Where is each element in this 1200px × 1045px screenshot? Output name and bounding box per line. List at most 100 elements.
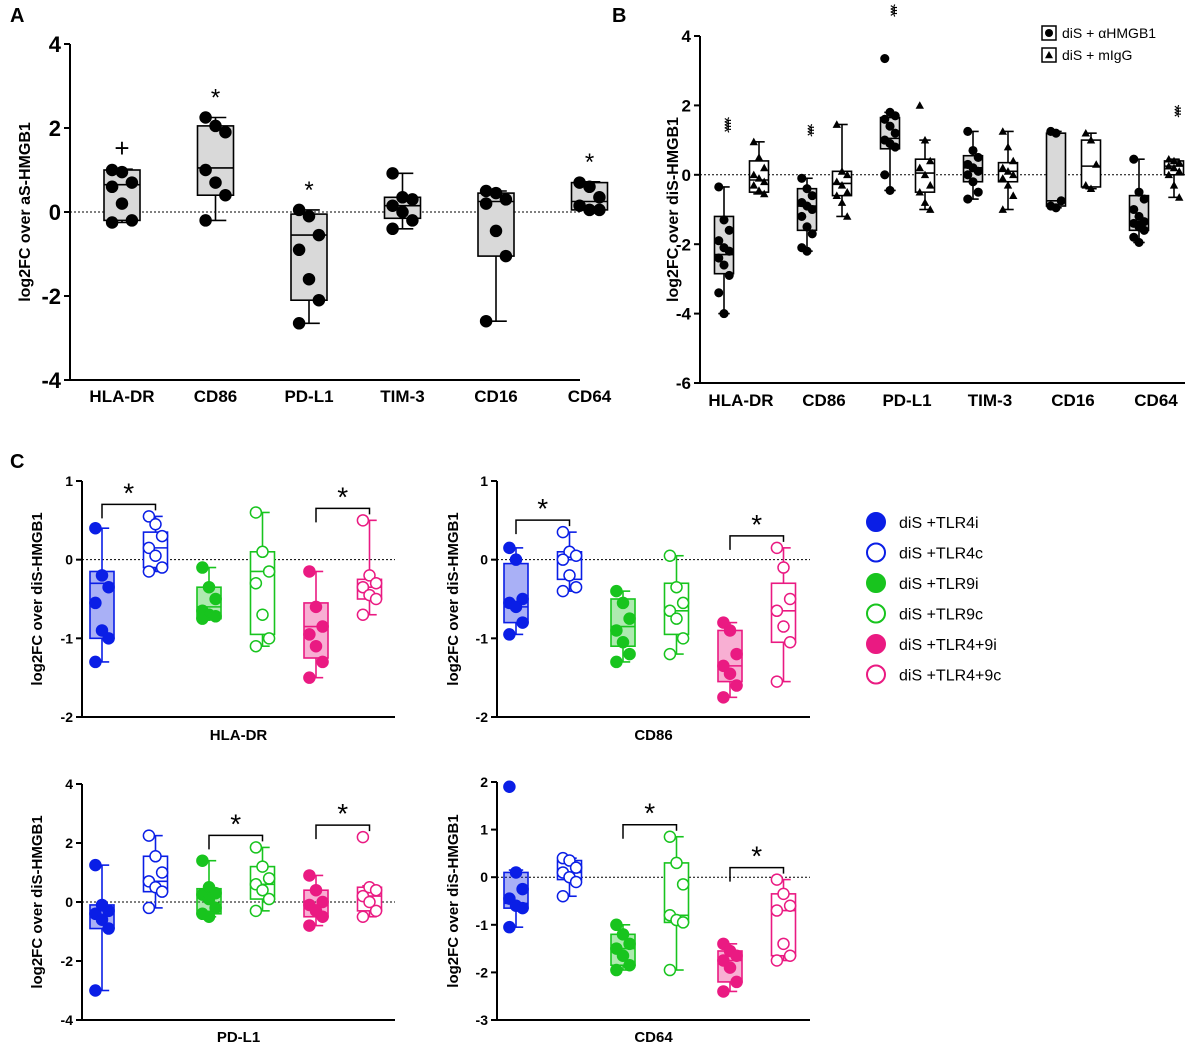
panel-5-point bbox=[303, 919, 316, 932]
panel-6-y-tick-label: 2 bbox=[480, 774, 488, 790]
panel-6-significance-bracket bbox=[729, 866, 785, 882]
panel-4-point bbox=[670, 612, 683, 625]
panel-6-point bbox=[503, 780, 516, 794]
panel-3-point bbox=[202, 580, 216, 594]
panel-4-box-group bbox=[610, 584, 636, 669]
panel-2-point bbox=[1129, 204, 1139, 215]
panel-2-point bbox=[719, 215, 729, 225]
panel-6-y-label: log2FC over diS-HMGB1 bbox=[445, 814, 462, 987]
panel-3-point bbox=[102, 580, 115, 594]
panel-b-legend: diS + αHMGB1 diS + mIgG bbox=[1041, 25, 1156, 63]
legend-c-label: diS +TLR9c bbox=[899, 607, 983, 624]
panel-2-box-group bbox=[713, 182, 735, 319]
panel-6-point bbox=[777, 937, 790, 951]
panel-2-x-tick-label: PD-L1 bbox=[882, 391, 931, 410]
panel-3-point bbox=[309, 639, 323, 653]
legend-c-label: diS +TLR9i bbox=[899, 576, 979, 593]
panel-5-point bbox=[202, 892, 216, 906]
panel-3-point bbox=[249, 577, 263, 590]
panel-4-point bbox=[663, 647, 677, 661]
panel-2-point bbox=[998, 163, 1007, 172]
panel-3-point bbox=[155, 529, 169, 543]
panel-3-box-group bbox=[196, 561, 222, 625]
panel-6-point bbox=[770, 954, 784, 967]
panel-1-point bbox=[479, 314, 493, 328]
panel-3-point bbox=[95, 624, 109, 637]
panel-2-point bbox=[724, 225, 734, 235]
panel-1-point bbox=[583, 180, 596, 194]
panel-5-significance-bracket bbox=[208, 834, 264, 850]
panel-2-point bbox=[880, 114, 890, 124]
panel-3-point bbox=[89, 596, 102, 610]
panel-4-point bbox=[509, 600, 523, 614]
panel-2-point bbox=[749, 137, 758, 146]
panel-2-point bbox=[973, 152, 983, 162]
panel-1-point bbox=[302, 209, 316, 223]
panel-1-y-tick-label: 2 bbox=[49, 116, 61, 141]
panel-1-point bbox=[312, 293, 326, 307]
panel-2-point bbox=[1009, 191, 1018, 199]
panel-1-point bbox=[302, 272, 316, 286]
panel-1-annotation: + bbox=[114, 133, 129, 163]
panel-2-point bbox=[963, 126, 973, 136]
panel-2-point bbox=[885, 121, 895, 131]
panel-6-point bbox=[663, 963, 677, 977]
panel-3-point bbox=[209, 592, 222, 606]
panel-2-point bbox=[1164, 161, 1173, 170]
panel-6-y-tick-label: -3 bbox=[476, 1012, 489, 1028]
panel-2-x-tick-label: TIM-3 bbox=[968, 391, 1012, 410]
panel-2-point bbox=[1129, 232, 1139, 242]
panel-2-point bbox=[832, 120, 841, 128]
panel-4-point bbox=[503, 628, 516, 641]
panel-3-y-label: log2FC over diS-HMGB1 bbox=[29, 512, 46, 685]
legend-label: diS + mIgG bbox=[1062, 47, 1132, 63]
panel-6-point bbox=[676, 878, 690, 891]
panel-2-y-tick-label: 2 bbox=[682, 97, 691, 116]
panel-5-point bbox=[149, 850, 162, 863]
panel-2-point bbox=[1164, 170, 1173, 179]
panel-2-point bbox=[760, 189, 769, 198]
panel-6-point bbox=[623, 937, 636, 951]
panel-6-significance-label: * bbox=[644, 798, 655, 829]
panel-3-point bbox=[142, 541, 156, 555]
panel-3-point bbox=[149, 518, 162, 531]
panel-2-point bbox=[915, 101, 924, 109]
panel-2-point bbox=[714, 288, 724, 298]
panel-4-point bbox=[783, 636, 797, 649]
panel-2-point bbox=[1169, 181, 1179, 189]
panel-2-point bbox=[754, 186, 764, 194]
panel-5-point bbox=[142, 829, 156, 842]
panel-2-point bbox=[998, 174, 1007, 182]
panel-4-point bbox=[676, 596, 690, 610]
panel-2-point bbox=[1139, 225, 1149, 235]
panel-2-y-tick-label: 0 bbox=[682, 166, 691, 185]
panel-5-point bbox=[262, 892, 276, 906]
panel-6-y-tick-label: 1 bbox=[480, 822, 488, 838]
panel-1-point bbox=[115, 197, 129, 210]
panel-6-point bbox=[616, 949, 630, 962]
panel-2-point bbox=[926, 205, 935, 213]
panel-4-point bbox=[556, 525, 570, 539]
panel-4-significance-bracket bbox=[515, 519, 571, 535]
panel-1-box-group bbox=[383, 167, 422, 236]
panel-3-point bbox=[196, 561, 209, 574]
panel-6-point bbox=[783, 949, 797, 962]
panel-2-point bbox=[920, 135, 930, 144]
panel-4-point bbox=[509, 553, 523, 566]
panel-5-y-tick-label: -4 bbox=[61, 1012, 74, 1028]
panel-5-box-group bbox=[356, 830, 383, 923]
panel-3-significance-bracket bbox=[101, 503, 157, 519]
panel-1-point bbox=[219, 125, 232, 139]
panel-2-x-tick-label: CD86 bbox=[802, 391, 845, 410]
panel-2-point bbox=[832, 191, 841, 199]
panel-2-point bbox=[754, 153, 764, 161]
panel-4-subtitle: CD86 bbox=[634, 727, 672, 744]
panel-4-point bbox=[676, 632, 690, 645]
legend-c-label: diS +TLR4i bbox=[899, 515, 979, 532]
panel-2-y-tick-label: -2 bbox=[676, 235, 691, 254]
panel-2-point bbox=[724, 270, 734, 280]
panel-2-point bbox=[1169, 163, 1179, 172]
panel-4-point bbox=[516, 592, 529, 606]
panel-1-y-tick-label: 0 bbox=[49, 200, 61, 225]
panel-6-point bbox=[770, 873, 784, 886]
